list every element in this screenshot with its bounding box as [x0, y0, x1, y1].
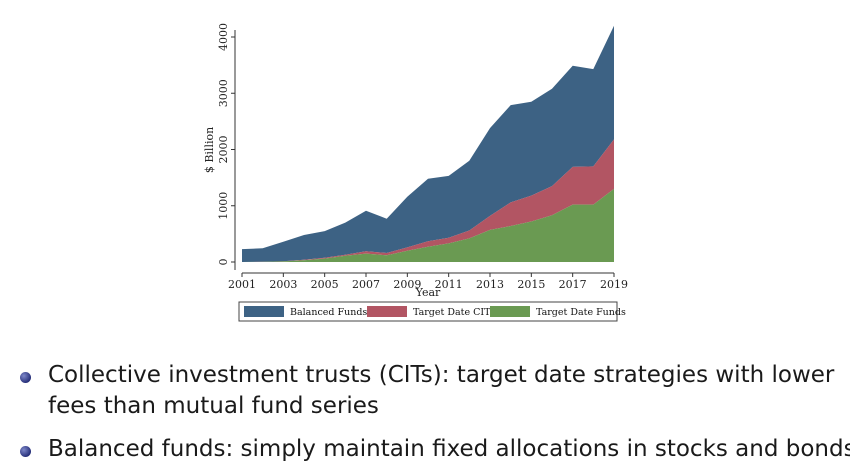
bullet-item-cits: Collective investment trusts (CITs): tar…	[18, 360, 848, 422]
legend-swatch-balanced-funds	[244, 306, 284, 317]
x-tick-label: 2011	[435, 278, 463, 291]
x-tick-label: 2015	[517, 278, 545, 291]
area-target-date-cits	[242, 139, 614, 262]
bullet-item-balanced-funds: Balanced funds: simply maintain fixed al…	[18, 434, 850, 465]
legend-swatch-target-date-funds	[490, 306, 530, 317]
y-tick-label: 2000	[217, 136, 230, 164]
legend-label-target-date-funds: Target Date Funds	[536, 307, 626, 318]
legend-label-target-date-cits: Target Date CITs	[413, 307, 495, 318]
legend-label-balanced-funds: Balanced Funds	[290, 307, 367, 318]
bullet-text-balanced-funds: Balanced funds: simply maintain fixed al…	[48, 436, 850, 462]
stacked-area-chart: 2001 2003 2005 2007 2009 2011 2013 2015 2017 2019…	[203, 23, 628, 322]
x-tick-label: 2013	[476, 278, 504, 291]
x-tick-label: 2003	[269, 278, 297, 291]
x-axis-title: Year	[415, 286, 441, 299]
bullet-dot-icon	[20, 446, 31, 457]
legend: Balanced Funds Target Date CITs Target D…	[238, 301, 626, 322]
x-tick-label: 2009	[393, 278, 421, 291]
bullet-dot-icon	[20, 372, 31, 383]
x-tick-label: 2019	[600, 278, 628, 291]
legend-swatch-target-date-cits	[367, 306, 407, 317]
area-layer	[242, 25, 614, 262]
area-balanced-funds	[242, 25, 614, 262]
bullet-list: Collective investment trusts (CITs): tar…	[18, 360, 850, 465]
x-tick-label: 2001	[228, 278, 256, 291]
bullet-text-cits: Collective investment trusts (CITs): tar…	[48, 362, 835, 419]
tick-layer: 2001 2003 2005 2007 2009 2011 2013 2015 2017 2019…	[217, 23, 628, 291]
y-tick-label: 1000	[217, 192, 230, 220]
y-tick-label: 3000	[217, 79, 230, 107]
y-tick-label: 4000	[217, 23, 230, 51]
area-target-date-funds	[242, 188, 614, 262]
y-axis-title: $ Billion	[203, 127, 216, 173]
x-tick-label: 2007	[352, 278, 380, 291]
y-tick-label: 0	[217, 259, 230, 266]
x-tick-label: 2017	[559, 278, 587, 291]
x-tick-label: 2005	[311, 278, 339, 291]
